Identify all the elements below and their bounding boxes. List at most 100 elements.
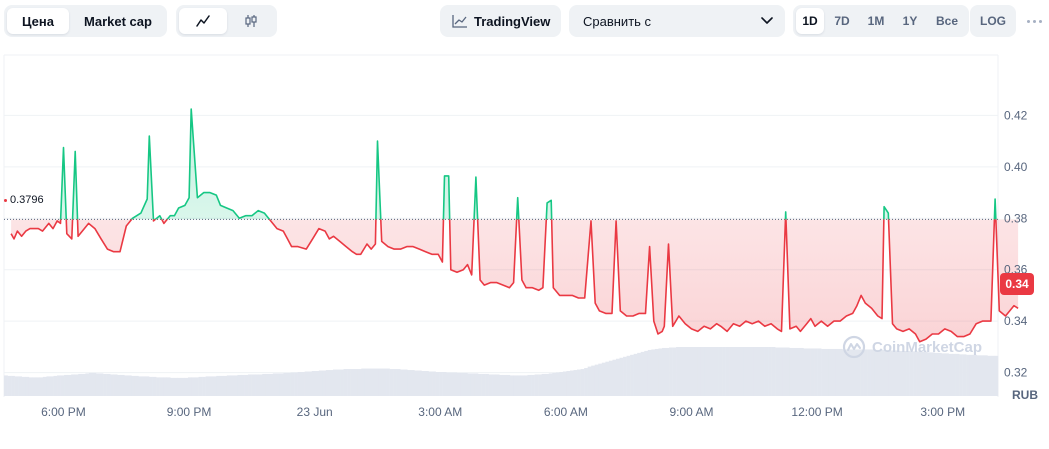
reference-dot xyxy=(4,198,7,202)
line-chart-button[interactable] xyxy=(179,8,227,34)
price-line-down xyxy=(10,219,1019,343)
volume-bar xyxy=(14,376,19,396)
volume-bar xyxy=(251,374,256,396)
volume-bar xyxy=(877,349,882,396)
volume-bar xyxy=(902,350,907,396)
chevron-down-icon xyxy=(761,17,773,24)
volume-bar xyxy=(343,369,348,396)
more-options-icon[interactable] xyxy=(1024,12,1044,30)
volume-bar xyxy=(633,353,638,396)
volume-bar xyxy=(824,348,829,396)
volume-bar xyxy=(888,350,893,396)
volume-bar xyxy=(35,377,40,396)
tradingview-chart-icon xyxy=(452,15,467,28)
volume-bar xyxy=(860,349,864,396)
volume-bar xyxy=(4,375,8,396)
period-1m[interactable]: 1M xyxy=(867,14,885,28)
volume-bar xyxy=(948,353,953,396)
volume-bar xyxy=(134,375,139,396)
volume-bar xyxy=(308,371,313,396)
volume-bar xyxy=(789,347,794,396)
volume-bar xyxy=(594,364,599,396)
volume-bar xyxy=(212,376,217,396)
volume-bar xyxy=(711,347,716,396)
volume-bar xyxy=(173,377,178,396)
volume-bar xyxy=(99,373,104,396)
volume-bar xyxy=(7,375,12,396)
candlestick-icon xyxy=(245,15,257,27)
volume-bar xyxy=(255,374,259,396)
compare-select[interactable]: Сравнить с xyxy=(569,5,785,37)
volume-bar xyxy=(874,349,879,396)
volume-bar xyxy=(608,360,613,396)
volume-bar xyxy=(456,372,461,396)
volume-bar xyxy=(637,352,642,396)
volume-bar xyxy=(562,371,567,396)
volume-bar xyxy=(414,370,419,396)
volume-bar xyxy=(25,376,30,396)
volume-bar xyxy=(453,372,458,396)
volume-bar xyxy=(21,376,26,396)
period-1y[interactable]: 1Y xyxy=(902,14,918,28)
current-price-badge: 0.34 xyxy=(1000,273,1034,295)
volume-bar xyxy=(28,377,33,396)
volume-bar xyxy=(856,349,861,396)
volume-bar xyxy=(347,369,351,396)
volume-bar xyxy=(248,374,252,396)
volume-bar xyxy=(39,377,44,396)
y-tick-label: 0.32 xyxy=(1004,366,1028,380)
volume-bar xyxy=(764,347,769,396)
volume-bar xyxy=(810,348,815,396)
tab-market-cap[interactable]: Market cap xyxy=(84,13,152,29)
reference-price-value: 0.3796 xyxy=(10,194,44,206)
volume-bar xyxy=(315,371,320,396)
period-all[interactable]: Все xyxy=(935,14,958,28)
period-7d[interactable]: 7D xyxy=(834,14,850,28)
volume-bar xyxy=(739,347,744,396)
volume-bar xyxy=(286,372,291,396)
volume-bar xyxy=(973,354,978,396)
volume-bar xyxy=(527,374,532,396)
volume-bar xyxy=(591,365,596,396)
volume-bar xyxy=(283,372,288,396)
x-tick-label: 9:00 AM xyxy=(669,405,713,419)
tab-price[interactable]: Цена xyxy=(7,8,69,34)
volume-bar xyxy=(821,348,825,396)
volume-bar xyxy=(916,351,921,396)
volume-bar xyxy=(566,371,571,396)
volume-bar xyxy=(502,374,507,396)
volume-bar xyxy=(881,349,886,396)
volume-bar xyxy=(42,376,47,396)
volume-bar xyxy=(400,369,405,396)
candlestick-button[interactable] xyxy=(228,8,274,34)
tradingview-button[interactable]: TradingView xyxy=(440,5,561,37)
volume-bar xyxy=(364,368,369,396)
y-tick-label: 0.38 xyxy=(1004,211,1028,225)
price-line-up xyxy=(59,108,997,220)
volume-bar xyxy=(71,374,76,396)
volume-bar xyxy=(785,347,790,396)
volume-bar xyxy=(492,374,496,396)
volume-bar xyxy=(435,371,440,396)
volume-bar xyxy=(598,363,603,396)
volume-bar xyxy=(103,373,107,396)
volume-bar xyxy=(534,374,539,396)
volume-bar xyxy=(906,350,910,396)
volume-bar xyxy=(715,347,719,396)
volume-bar xyxy=(265,373,270,396)
log-button[interactable]: LOG xyxy=(980,14,1006,28)
volume-bar xyxy=(863,349,868,396)
volume-bar xyxy=(665,347,670,396)
volume-bar xyxy=(357,369,362,396)
tradingview-label: TradingView xyxy=(474,13,551,29)
volume-bar xyxy=(768,347,772,396)
volume-bar xyxy=(432,371,436,396)
volume-bar xyxy=(647,349,652,396)
volume-bar xyxy=(828,348,833,396)
period-1d[interactable]: 1D xyxy=(796,8,824,34)
volume-bar xyxy=(523,375,528,396)
volume-bar xyxy=(131,375,136,396)
volume-bar xyxy=(891,350,896,396)
volume-bar xyxy=(952,353,956,396)
